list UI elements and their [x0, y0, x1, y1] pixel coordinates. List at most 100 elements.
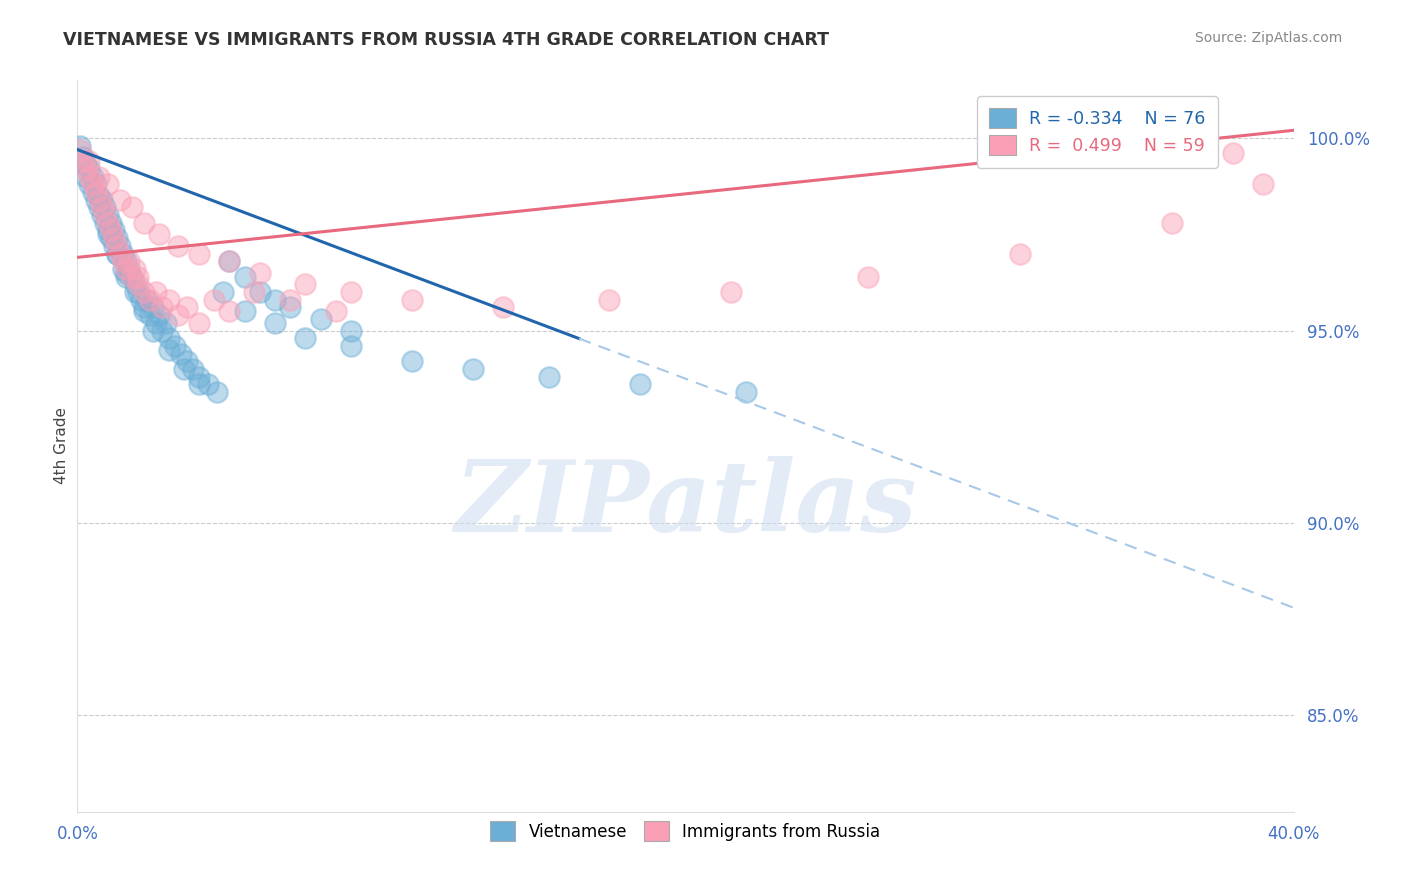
- Point: [75, 169, 97, 184]
- Point: [233, 304, 256, 318]
- Point: [278, 293, 301, 307]
- Point: [148, 308, 170, 322]
- Point: [103, 239, 125, 253]
- Point: [87, 193, 110, 207]
- Point: [401, 293, 423, 307]
- Point: [69, 138, 91, 153]
- Point: [218, 254, 240, 268]
- Point: [75, 161, 97, 176]
- Point: [163, 339, 186, 353]
- Point: [157, 293, 180, 307]
- Point: [108, 193, 131, 207]
- Point: [97, 223, 120, 237]
- Point: [103, 223, 125, 237]
- Point: [188, 369, 211, 384]
- Point: [105, 239, 128, 253]
- Point: [127, 269, 149, 284]
- Point: [105, 231, 128, 245]
- Point: [1161, 138, 1184, 153]
- Point: [75, 158, 97, 172]
- Point: [735, 385, 758, 400]
- Point: [136, 293, 159, 307]
- Point: [197, 377, 219, 392]
- Point: [294, 277, 316, 292]
- Point: [205, 385, 228, 400]
- Point: [628, 377, 651, 392]
- Y-axis label: 4th Grade: 4th Grade: [53, 408, 69, 484]
- Point: [90, 200, 112, 214]
- Point: [97, 227, 120, 242]
- Point: [134, 304, 156, 318]
- Point: [134, 301, 156, 315]
- Point: [537, 369, 560, 384]
- Point: [340, 324, 363, 338]
- Point: [111, 246, 134, 260]
- Point: [93, 208, 115, 222]
- Point: [188, 246, 211, 260]
- Point: [340, 339, 363, 353]
- Point: [233, 269, 256, 284]
- Point: [79, 178, 101, 192]
- Point: [139, 293, 162, 307]
- Point: [124, 261, 146, 276]
- Point: [118, 254, 141, 268]
- Point: [93, 216, 115, 230]
- Legend: Vietnamese, Immigrants from Russia: Vietnamese, Immigrants from Russia: [484, 814, 887, 847]
- Point: [142, 301, 165, 315]
- Point: [142, 324, 165, 338]
- Point: [79, 161, 101, 176]
- Point: [108, 239, 131, 253]
- Point: [87, 188, 110, 202]
- Point: [264, 293, 287, 307]
- Point: [1161, 216, 1184, 230]
- Point: [100, 223, 122, 237]
- Point: [82, 178, 104, 192]
- Point: [1191, 131, 1213, 145]
- Point: [188, 377, 211, 392]
- Point: [118, 261, 141, 276]
- Point: [124, 277, 146, 292]
- Point: [79, 169, 101, 184]
- Point: [1222, 146, 1244, 161]
- Point: [278, 301, 301, 315]
- Point: [720, 285, 742, 299]
- Point: [105, 246, 128, 260]
- Point: [124, 285, 146, 299]
- Point: [127, 285, 149, 299]
- Point: [856, 269, 879, 284]
- Point: [145, 316, 167, 330]
- Point: [97, 216, 120, 230]
- Point: [100, 231, 122, 245]
- Point: [121, 269, 143, 284]
- Point: [87, 200, 110, 214]
- Text: ZIPatlas: ZIPatlas: [454, 457, 917, 553]
- Point: [87, 169, 110, 184]
- Point: [121, 269, 143, 284]
- Point: [1251, 178, 1274, 192]
- Point: [72, 154, 94, 169]
- Point: [155, 316, 177, 330]
- Point: [69, 143, 91, 157]
- Point: [166, 239, 188, 253]
- Point: [134, 285, 156, 299]
- Point: [1130, 146, 1153, 161]
- Point: [127, 277, 149, 292]
- Point: [134, 216, 156, 230]
- Point: [115, 261, 138, 276]
- Point: [294, 331, 316, 345]
- Point: [176, 354, 198, 368]
- Point: [115, 269, 138, 284]
- Point: [157, 343, 180, 357]
- Point: [115, 266, 138, 280]
- Point: [139, 308, 162, 322]
- Point: [176, 301, 198, 315]
- Point: [90, 193, 112, 207]
- Point: [249, 266, 271, 280]
- Point: [461, 362, 484, 376]
- Point: [309, 312, 332, 326]
- Point: [157, 331, 180, 345]
- Point: [325, 304, 347, 318]
- Point: [82, 185, 104, 199]
- Point: [1008, 246, 1031, 260]
- Point: [93, 200, 115, 214]
